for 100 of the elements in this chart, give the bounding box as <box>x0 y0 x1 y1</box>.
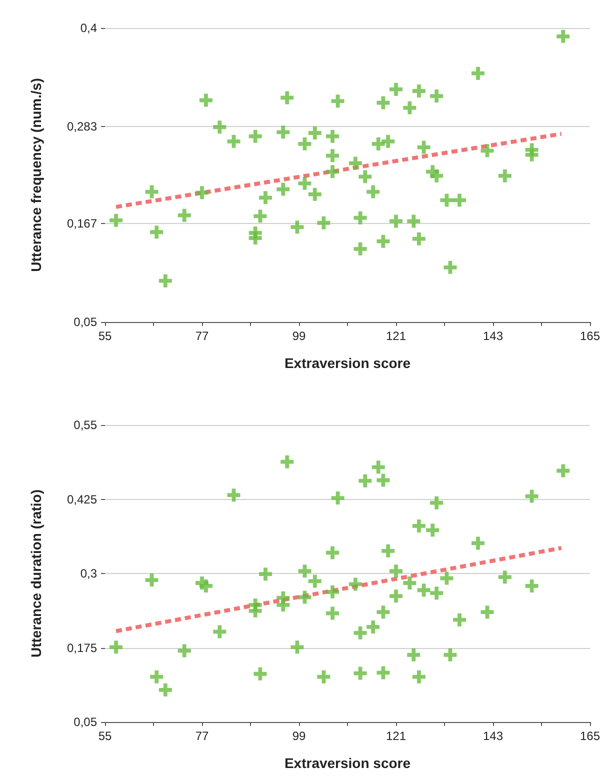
point <box>403 101 416 114</box>
point <box>452 194 466 207</box>
point <box>412 84 426 98</box>
point <box>276 126 290 139</box>
point <box>444 260 457 274</box>
x-tick-label: 121 <box>386 329 406 343</box>
point <box>326 585 340 598</box>
point <box>199 94 212 107</box>
x-tick-label: 99 <box>292 729 306 743</box>
point <box>199 579 212 592</box>
point <box>498 169 512 182</box>
x-axis-title: Extraversion score <box>284 355 411 371</box>
x-axis-title: Extraversion score <box>284 755 411 771</box>
point <box>366 185 380 198</box>
point <box>317 216 330 230</box>
point <box>248 232 262 244</box>
point <box>444 648 457 662</box>
point <box>417 584 430 597</box>
point <box>452 613 466 626</box>
point <box>407 648 420 662</box>
point <box>376 474 390 487</box>
point <box>366 620 380 634</box>
x-tick-label: 55 <box>98 729 112 743</box>
point <box>472 66 485 80</box>
point <box>331 492 344 505</box>
point <box>196 186 208 200</box>
point <box>280 455 294 468</box>
point <box>412 232 426 246</box>
point <box>158 274 172 288</box>
point <box>372 460 385 474</box>
point <box>440 194 454 207</box>
point <box>248 604 262 618</box>
point <box>430 496 444 510</box>
point <box>403 576 416 590</box>
point <box>430 586 444 600</box>
point <box>472 536 485 550</box>
point <box>390 82 402 96</box>
point <box>326 130 340 143</box>
point <box>150 670 164 684</box>
point <box>150 226 164 239</box>
point <box>348 156 362 170</box>
x-tick-label: 121 <box>386 729 406 743</box>
point <box>556 30 570 43</box>
y-axis-title: Utterance duration (ratio) <box>28 489 44 658</box>
x-tick-label: 55 <box>98 329 112 343</box>
x-tick-label: 143 <box>482 729 504 743</box>
point <box>382 134 395 148</box>
point <box>298 564 312 578</box>
point <box>390 214 402 228</box>
point <box>248 130 262 143</box>
point <box>412 519 426 532</box>
point <box>358 170 372 184</box>
point <box>372 137 385 150</box>
point <box>280 91 294 104</box>
point <box>556 464 570 478</box>
point <box>254 210 267 223</box>
point <box>480 144 494 158</box>
point <box>376 606 390 619</box>
point <box>158 683 172 696</box>
y-tick-label: 0,167 <box>66 216 98 231</box>
y-tick-label: 0,3 <box>80 566 98 580</box>
point <box>145 185 158 198</box>
x-tick-label: 99 <box>292 329 306 343</box>
x-tick-label: 165 <box>580 729 600 743</box>
point <box>480 606 494 619</box>
point <box>326 546 340 560</box>
y-tick-label: 0,05 <box>74 715 98 729</box>
y-axis-title: Utterance frequency (num./s) <box>28 78 44 272</box>
y-tick-label: 0,283 <box>66 119 98 134</box>
point <box>145 574 158 587</box>
x-tick-label: 77 <box>195 729 209 743</box>
point <box>254 667 267 680</box>
point <box>407 214 420 228</box>
point <box>525 490 538 503</box>
point <box>354 211 367 224</box>
point <box>227 488 240 502</box>
x-tick-label: 143 <box>482 329 504 343</box>
y-tick-label: 0,05 <box>74 315 98 329</box>
point <box>376 96 390 110</box>
point <box>110 640 123 654</box>
point <box>213 120 226 134</box>
point <box>317 670 330 684</box>
point <box>390 564 402 578</box>
point <box>430 90 444 103</box>
point <box>430 169 444 182</box>
point <box>290 220 304 234</box>
point <box>178 208 191 222</box>
point <box>354 666 367 680</box>
point <box>178 644 191 658</box>
y-tick-label: 0,55 <box>74 418 98 432</box>
x-tick-label: 165 <box>580 329 600 343</box>
point <box>308 188 322 201</box>
point <box>331 94 344 108</box>
point <box>525 579 538 592</box>
point <box>426 524 440 537</box>
point <box>213 625 226 638</box>
y-tick-label: 0,175 <box>66 640 98 655</box>
point <box>298 176 312 190</box>
y-tick-label: 0,4 <box>80 21 98 35</box>
point <box>440 572 454 585</box>
